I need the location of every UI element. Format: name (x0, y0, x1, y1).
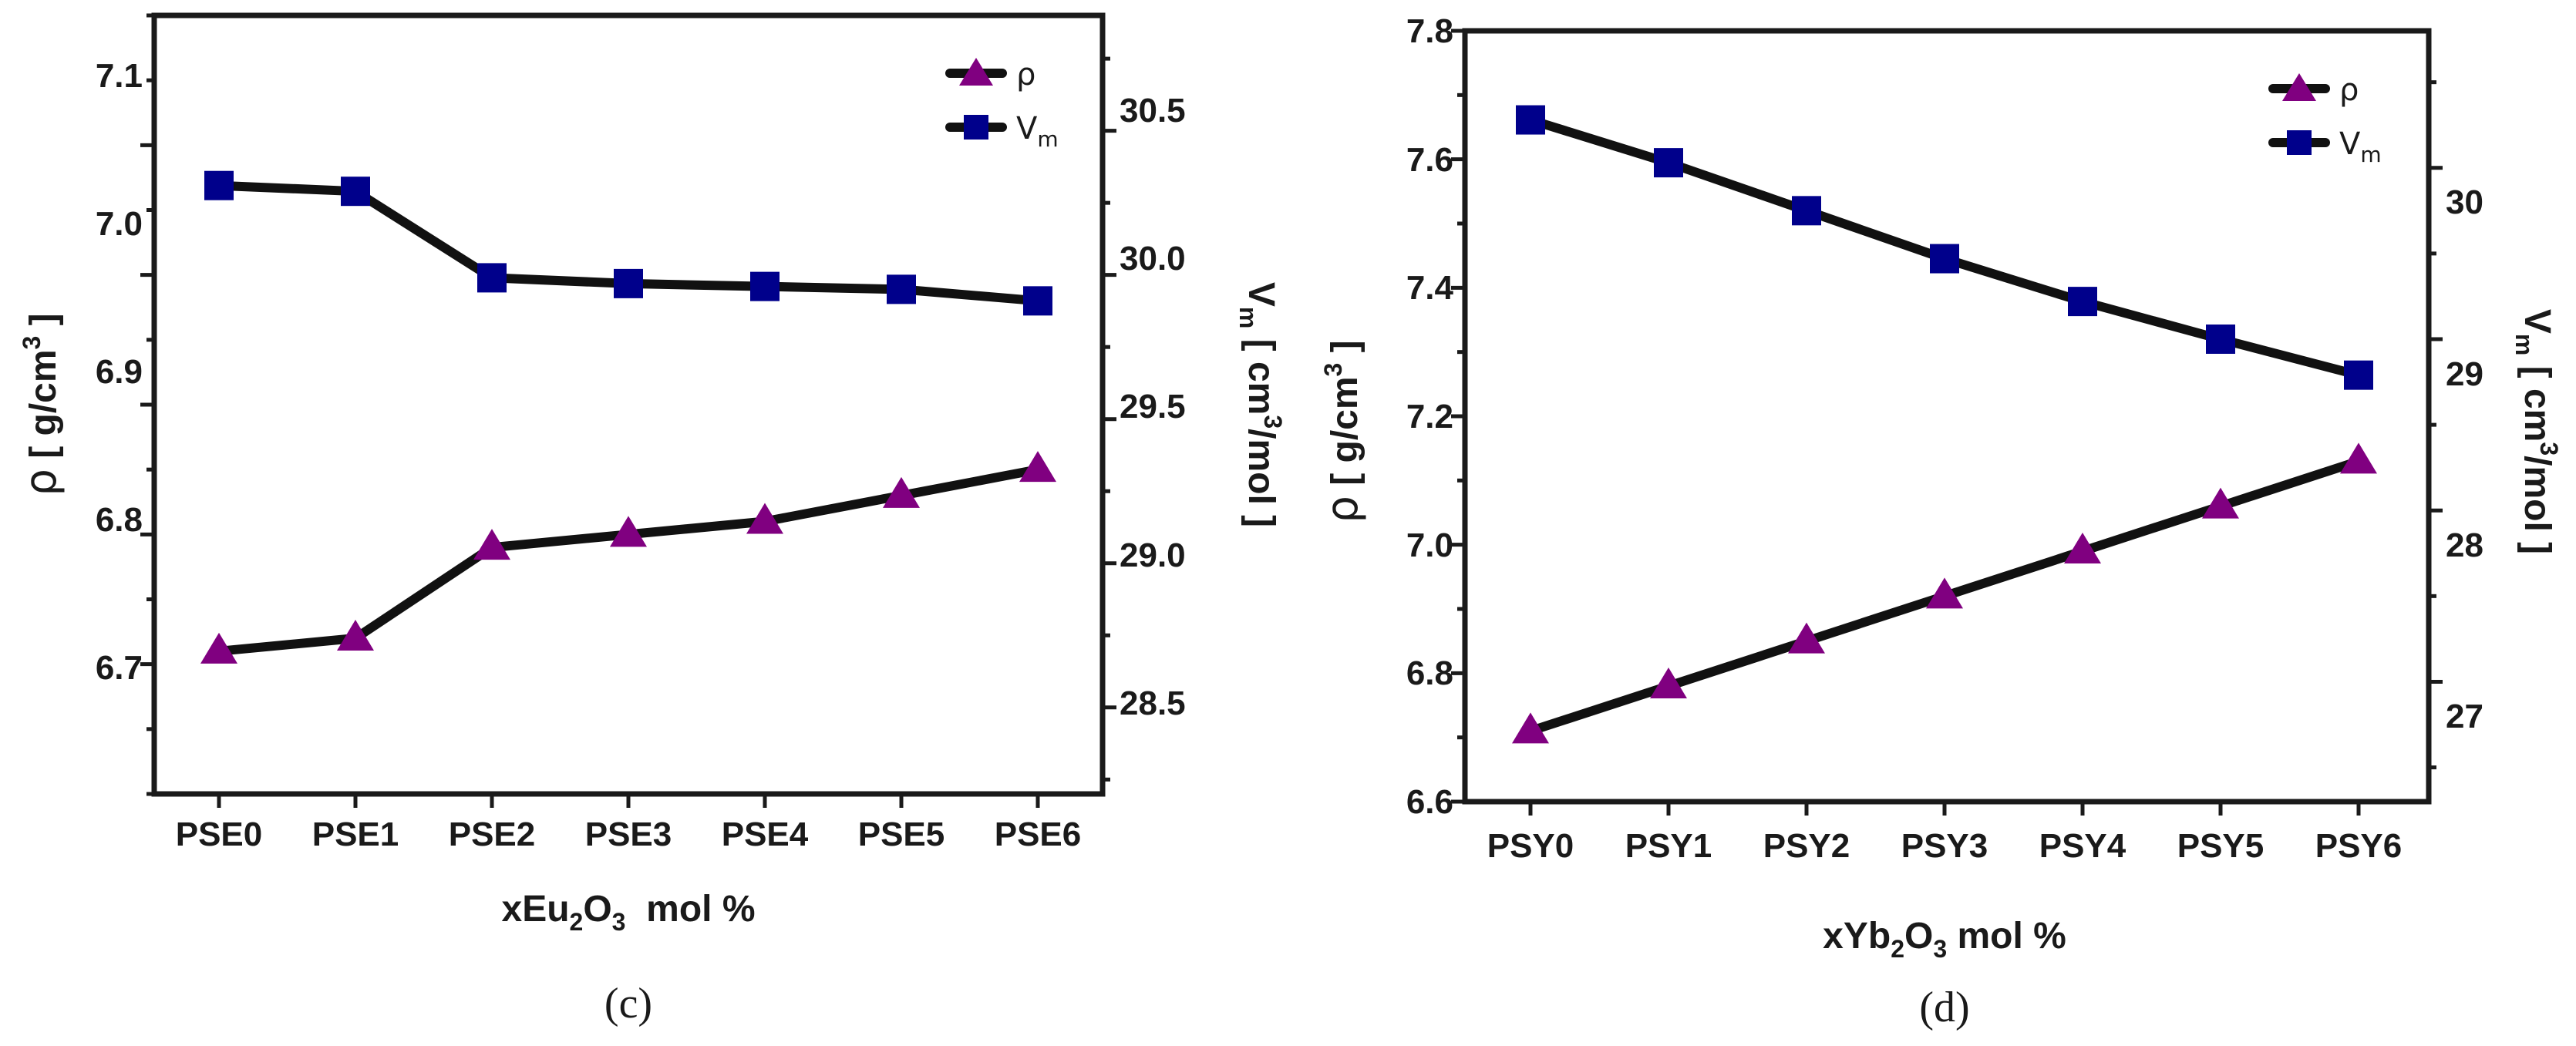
panel-d-ytick-left-4: 7.2 (1406, 398, 1453, 436)
panel-c-rho-point-7 (1019, 451, 1056, 483)
panel-d-vm-point-6 (2206, 325, 2235, 354)
panel-c-ytick-left-4: 7.0 (96, 205, 143, 243)
panel-c-vm-point-4 (614, 268, 643, 298)
panel-d-legend-vm-marker (2287, 130, 2312, 155)
panel-d-rho-point-1 (1512, 712, 1549, 744)
panel-c-rho-point-6 (883, 476, 920, 508)
panel-c-ytick-right-2: 29.0 (1120, 536, 1186, 574)
panel-c-rho-point-2 (337, 620, 374, 651)
panel-c-ytick-right-1: 28.5 (1120, 684, 1186, 722)
panel-c-rho-point-1 (200, 632, 237, 664)
panel-c-vm-point-2 (341, 177, 370, 207)
panel-d-y-axis-left-label: ρ [ g/cm3 ] (1318, 340, 1368, 523)
panel-d-xtick-3: PSY2 (1763, 827, 1850, 865)
panel-d-xtick-2: PSY1 (1625, 827, 1712, 865)
panel-d-ytick-right-2: 28 (2446, 526, 2483, 564)
panel-c-markers (200, 170, 1056, 664)
panel-d-xtick-6: PSY5 (2177, 827, 2265, 865)
panel-c-ticks (140, 13, 1116, 808)
panel-c-xtick-1: PSE0 (176, 816, 263, 853)
panel-c-rho-point-5 (746, 503, 783, 534)
panel-d-ytick-left-6: 7.6 (1406, 141, 1453, 179)
panel-c-vm-point-5 (750, 271, 780, 301)
panel-d-vm-point-4 (1930, 244, 1959, 274)
panel-c-y-axis-left-label: ρ [ g/cm3 ] (16, 313, 66, 496)
panel-d-rho-point-7 (2340, 442, 2377, 474)
panel-c-vm-point-7 (1023, 286, 1052, 316)
panel-c-plot-frame (151, 12, 1106, 797)
panel-c-legend-vm-label: Vm (1016, 111, 1059, 152)
panel-c-series-rho-line (214, 465, 1042, 656)
panel-c-legend-rho-label: ρ (1016, 57, 1035, 92)
panel-d-markers (1512, 105, 2377, 744)
panel-d-legend-rho-label: ρ (2339, 72, 2359, 108)
panel-d-ytick-right-4: 30 (2446, 183, 2483, 221)
panel-c-legend-rho-marker (959, 58, 993, 86)
panel-d-ytick-left-1: 6.6 (1406, 783, 1453, 821)
panel-d-series-lines (1526, 115, 2363, 736)
panel-c-chart: 6.7 6.8 6.9 7.0 7.1 28.5 29.0 29.5 30.0 … (16, 12, 1287, 1028)
panel-c-series-lines (214, 180, 1042, 656)
panel-c-ytick-left-3: 6.9 (96, 353, 143, 391)
panel-c-xtick-2: PSE1 (312, 816, 399, 853)
panel-d-legend-rho-marker (2282, 73, 2316, 101)
panel-d-ytick-left-5: 7.4 (1406, 269, 1454, 307)
panel-d-xtick-1: PSY0 (1487, 827, 1574, 865)
panel-c-xtick-4: PSE3 (585, 816, 672, 853)
panel-d-ticks (1451, 29, 2443, 816)
panel-c-xtick-3: PSE2 (449, 816, 536, 853)
panel-d-legend-vm-label: Vm (2339, 126, 2382, 167)
panel-c-vm-point-1 (204, 170, 234, 200)
panel-d-x-axis-label: xYb2O3 mol % (1823, 916, 2066, 963)
panel-d-ytick-left-3: 7.0 (1406, 526, 1453, 564)
panel-d-rho-point-4 (1926, 577, 1963, 609)
panel-c-legend: ρ Vm (945, 57, 1059, 152)
panel-c-y-axis-right-label: Vm [ cm3/mol ] (1234, 282, 1287, 527)
panel-d-ytick-left-7: 7.8 (1406, 12, 1453, 50)
panel-c-xtick-5: PSE4 (722, 816, 809, 853)
panel-c-ytick-right-5: 30.5 (1120, 92, 1186, 129)
panel-c-ytick-right-4: 30.0 (1120, 240, 1186, 277)
panel-c-ytick-left-1: 6.7 (96, 649, 143, 687)
panel-d-xtick-4: PSY3 (1901, 827, 1988, 865)
panel-d-ytick-left-2: 6.8 (1406, 654, 1453, 692)
panel-c-legend-vm-marker (964, 115, 988, 140)
panel-d-vm-point-1 (1516, 105, 1545, 135)
panel-d-rho-point-2 (1650, 668, 1687, 698)
panel-d-vm-point-5 (2068, 287, 2097, 317)
panel-c-x-axis-label: xEu2O3 mol % (502, 889, 756, 936)
panel-d-vm-point-3 (1792, 196, 1821, 226)
panel-c-caption: (c) (604, 980, 652, 1028)
panel-c-ytick-right-3: 29.5 (1120, 388, 1186, 425)
panel-c-vm-point-3 (477, 263, 507, 293)
panel-d-rho-point-3 (1788, 622, 1825, 654)
panel-d-chart: 6.6 6.8 7.0 7.2 7.4 7.6 7.8 27 28 29 30 … (1318, 12, 2563, 1031)
panel-d-xtick-7: PSY6 (2315, 827, 2403, 865)
panel-d-xtick-5: PSY4 (2039, 827, 2126, 865)
panel-c-ytick-left-2: 6.8 (96, 501, 143, 539)
panel-c-xtick-7: PSE6 (995, 816, 1082, 853)
panel-d-rho-point-6 (2202, 487, 2239, 519)
panel-c-ytick-left-5: 7.1 (96, 57, 143, 95)
panel-d-ytick-right-3: 29 (2446, 355, 2483, 393)
panel-d-y-axis-right-label: Vm [ cm3/mol ] (2510, 309, 2563, 554)
panel-c-rho-point-3 (473, 529, 510, 560)
panel-d-legend: ρ Vm (2268, 72, 2382, 167)
panel-c-xtick-6: PSE5 (858, 816, 945, 853)
panel-d-rho-point-5 (2064, 533, 2101, 563)
panel-d-ytick-right-1: 27 (2446, 698, 2483, 735)
panel-d-caption: (d) (1919, 984, 1969, 1031)
panel-c-rho-point-4 (610, 516, 647, 547)
panel-d-vm-point-7 (2344, 360, 2373, 390)
panel-c-vm-point-6 (887, 274, 916, 304)
panel-d-vm-point-2 (1654, 148, 1683, 178)
